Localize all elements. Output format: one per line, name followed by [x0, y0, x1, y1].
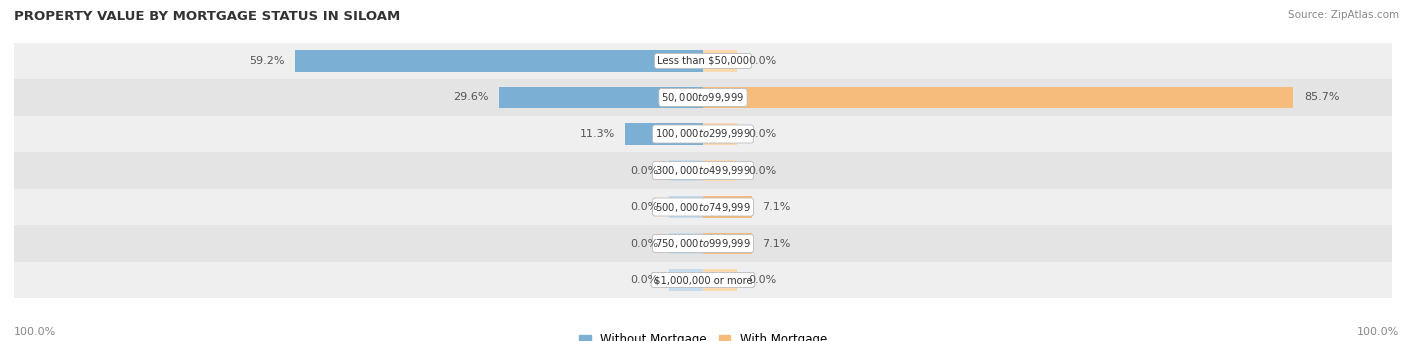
- Text: 7.1%: 7.1%: [762, 202, 790, 212]
- Text: Source: ZipAtlas.com: Source: ZipAtlas.com: [1288, 10, 1399, 20]
- Bar: [669, 196, 703, 218]
- Text: 11.3%: 11.3%: [579, 129, 614, 139]
- Text: 85.7%: 85.7%: [1303, 92, 1340, 103]
- Bar: [14, 152, 1392, 189]
- Bar: [703, 87, 1294, 108]
- Text: $300,000 to $499,999: $300,000 to $499,999: [655, 164, 751, 177]
- Bar: [703, 123, 738, 145]
- Bar: [14, 225, 1392, 262]
- Legend: Without Mortgage, With Mortgage: Without Mortgage, With Mortgage: [574, 329, 832, 341]
- Text: PROPERTY VALUE BY MORTGAGE STATUS IN SILOAM: PROPERTY VALUE BY MORTGAGE STATUS IN SIL…: [14, 10, 401, 23]
- Bar: [499, 87, 703, 108]
- Bar: [669, 160, 703, 181]
- Bar: [14, 116, 1392, 152]
- Bar: [14, 189, 1392, 225]
- Bar: [14, 262, 1392, 298]
- Bar: [14, 79, 1392, 116]
- Text: $750,000 to $999,999: $750,000 to $999,999: [655, 237, 751, 250]
- Text: Less than $50,000: Less than $50,000: [657, 56, 749, 66]
- Text: 0.0%: 0.0%: [630, 238, 658, 249]
- Bar: [669, 269, 703, 291]
- Bar: [703, 196, 752, 218]
- Text: 0.0%: 0.0%: [748, 56, 776, 66]
- Text: 59.2%: 59.2%: [249, 56, 285, 66]
- Text: 0.0%: 0.0%: [748, 275, 776, 285]
- Text: 7.1%: 7.1%: [762, 238, 790, 249]
- Bar: [14, 43, 1392, 79]
- Text: 100.0%: 100.0%: [14, 327, 56, 337]
- Text: $1,000,000 or more: $1,000,000 or more: [654, 275, 752, 285]
- Bar: [626, 123, 703, 145]
- Text: 0.0%: 0.0%: [748, 129, 776, 139]
- Bar: [295, 50, 703, 72]
- Text: 0.0%: 0.0%: [630, 165, 658, 176]
- Bar: [669, 233, 703, 254]
- Text: 0.0%: 0.0%: [630, 202, 658, 212]
- Text: $500,000 to $749,999: $500,000 to $749,999: [655, 201, 751, 213]
- Text: 29.6%: 29.6%: [453, 92, 489, 103]
- Text: 0.0%: 0.0%: [630, 275, 658, 285]
- Bar: [703, 233, 752, 254]
- Text: 0.0%: 0.0%: [748, 165, 776, 176]
- Text: $50,000 to $99,999: $50,000 to $99,999: [661, 91, 745, 104]
- Text: $100,000 to $299,999: $100,000 to $299,999: [655, 128, 751, 140]
- Bar: [703, 269, 738, 291]
- Text: 100.0%: 100.0%: [1357, 327, 1399, 337]
- Bar: [703, 50, 738, 72]
- Bar: [703, 160, 738, 181]
